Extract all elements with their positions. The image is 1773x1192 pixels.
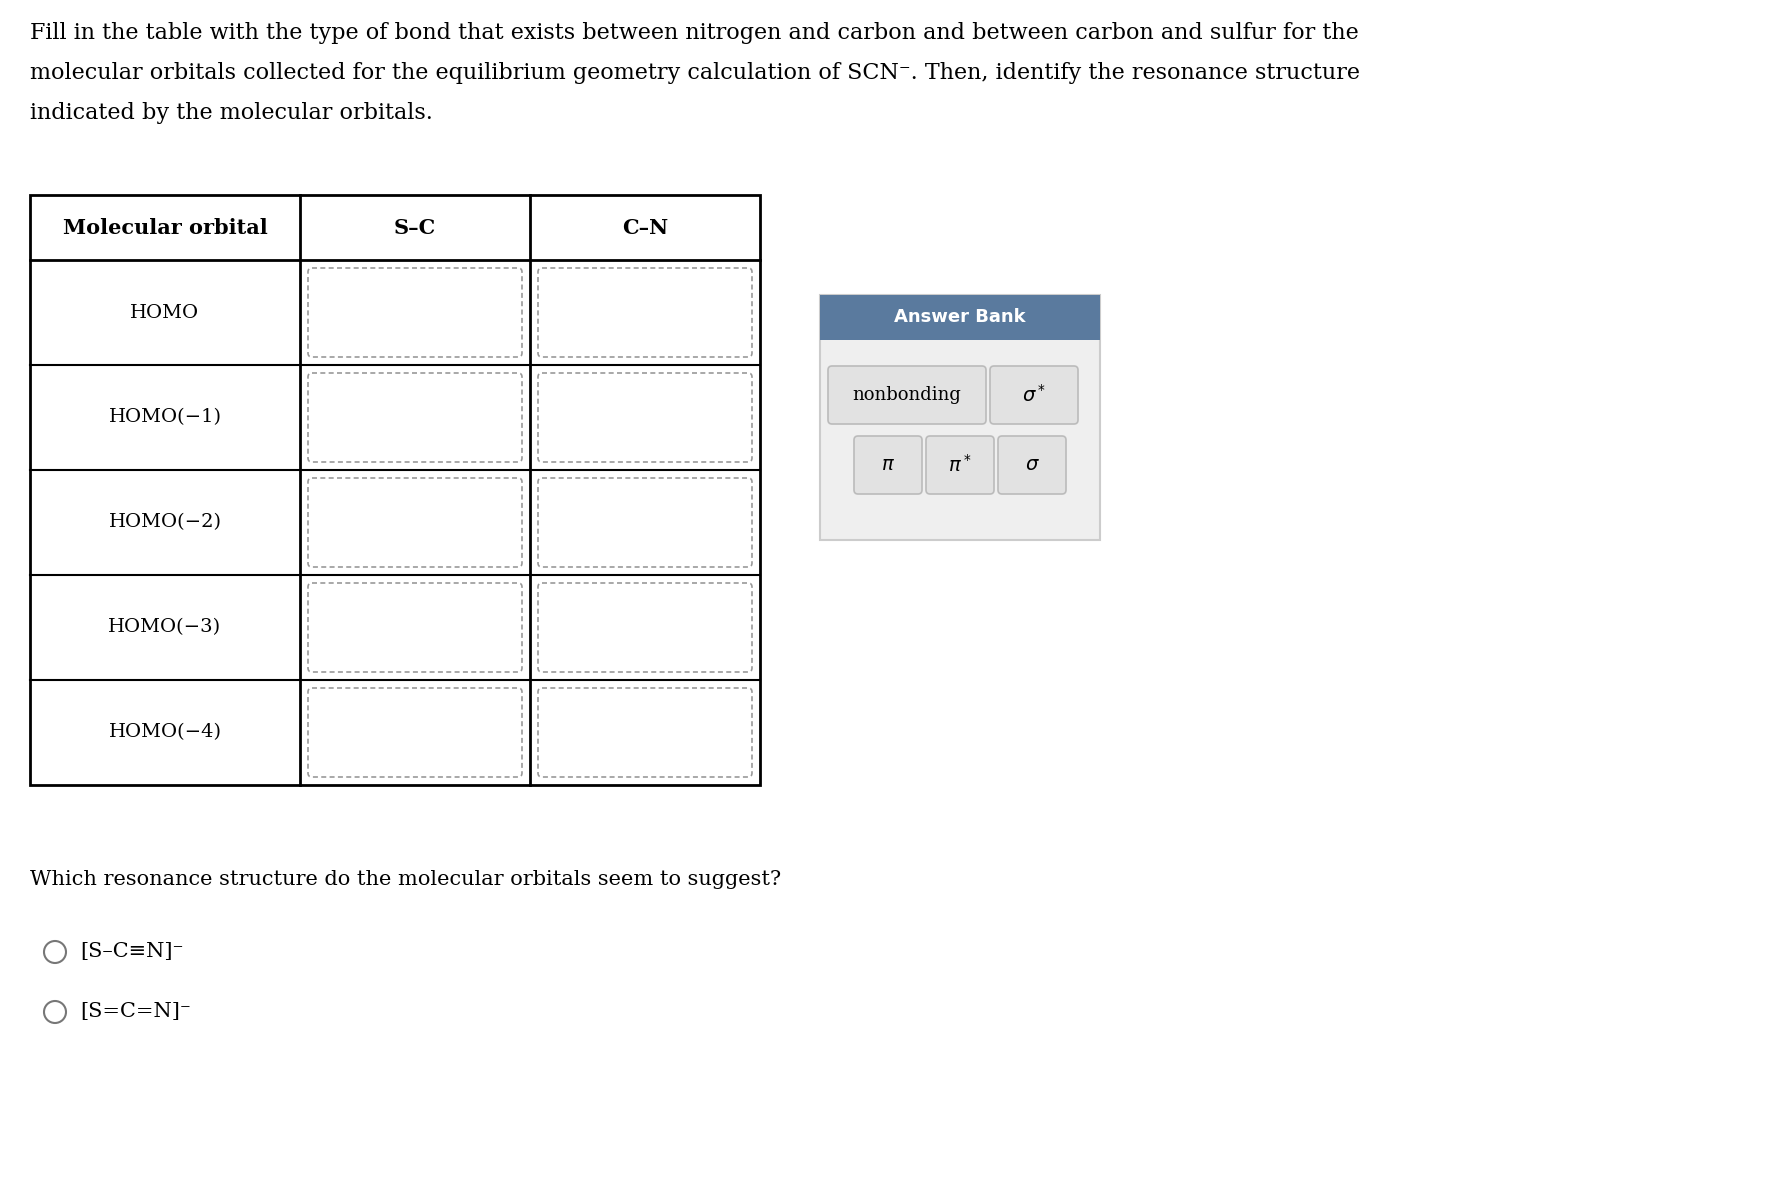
Text: S–C: S–C [394, 217, 436, 237]
Text: Molecular orbital: Molecular orbital [62, 217, 268, 237]
FancyBboxPatch shape [537, 268, 752, 356]
FancyBboxPatch shape [853, 436, 922, 493]
FancyBboxPatch shape [309, 268, 521, 356]
Text: Answer Bank: Answer Bank [894, 309, 1025, 327]
Text: [S=C=N]⁻: [S=C=N]⁻ [80, 1002, 191, 1022]
Text: HOMO: HOMO [131, 304, 199, 322]
Bar [819, 294, 1099, 340]
Text: $\sigma^*$: $\sigma^*$ [1021, 384, 1046, 406]
Text: HOMO(−4): HOMO(−4) [108, 724, 222, 741]
FancyBboxPatch shape [989, 366, 1078, 424]
Text: $\pi^*$: $\pi^*$ [947, 454, 972, 476]
FancyBboxPatch shape [309, 688, 521, 777]
FancyBboxPatch shape [309, 373, 521, 462]
Text: $\pi$: $\pi$ [881, 455, 895, 474]
Text: Which resonance structure do the molecular orbitals seem to suggest?: Which resonance structure do the molecul… [30, 870, 780, 889]
Text: $\sigma$: $\sigma$ [1025, 455, 1039, 474]
FancyBboxPatch shape [537, 583, 752, 672]
Text: nonbonding: nonbonding [853, 386, 961, 404]
Text: [S–C≡N]⁻: [S–C≡N]⁻ [80, 943, 183, 962]
Text: HOMO(−2): HOMO(−2) [108, 514, 222, 532]
Text: HOMO(−1): HOMO(−1) [108, 409, 222, 427]
FancyBboxPatch shape [537, 478, 752, 567]
FancyBboxPatch shape [309, 478, 521, 567]
FancyBboxPatch shape [828, 366, 986, 424]
FancyBboxPatch shape [309, 583, 521, 672]
Circle shape [44, 1001, 66, 1023]
Text: indicated by the molecular orbitals.: indicated by the molecular orbitals. [30, 103, 433, 124]
Bar [30, 195, 759, 786]
Circle shape [44, 940, 66, 963]
FancyBboxPatch shape [998, 436, 1066, 493]
FancyBboxPatch shape [537, 373, 752, 462]
Bar [819, 294, 1099, 540]
Text: HOMO(−3): HOMO(−3) [108, 619, 222, 637]
Text: molecular orbitals collected for the equilibrium geometry calculation of SCN⁻. T: molecular orbitals collected for the equ… [30, 62, 1360, 83]
Text: C–N: C–N [622, 217, 668, 237]
FancyBboxPatch shape [537, 688, 752, 777]
FancyBboxPatch shape [926, 436, 993, 493]
Text: Fill in the table with the type of bond that exists between nitrogen and carbon : Fill in the table with the type of bond … [30, 21, 1358, 44]
